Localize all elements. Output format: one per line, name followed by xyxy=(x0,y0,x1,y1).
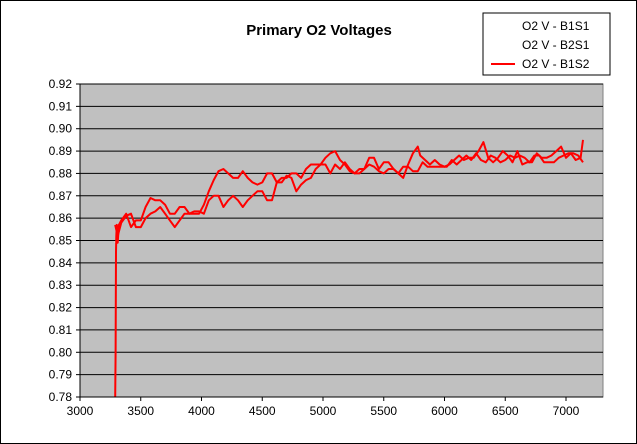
x-tick-label: 5000 xyxy=(310,404,337,418)
series-line-o2-v-b1s2 xyxy=(114,139,584,398)
y-tick-label: 0.81 xyxy=(49,323,73,337)
gridlines xyxy=(80,83,603,376)
y-tick-label: 0.83 xyxy=(49,278,73,292)
axes: 0.78 0.79 0.80 0.81 0.82 0.83 0.84 0.85 0.86 0.87… xyxy=(49,77,603,418)
legend-entry: O2 V - B2S1 xyxy=(522,38,590,52)
y-tick-label: 0.92 xyxy=(49,77,73,91)
x-tick-label: 6000 xyxy=(431,404,458,418)
x-tick-label: 5500 xyxy=(370,404,397,418)
legend: O2 V - B1S1 O2 V - B2S1 O2 V - B1S2 xyxy=(482,12,611,76)
x-tick-label: 3500 xyxy=(127,404,154,418)
x-tick-label: 6500 xyxy=(492,404,519,418)
y-tick-label: 0.86 xyxy=(49,211,73,225)
x-tick-label: 4000 xyxy=(188,404,215,418)
x-tick-label: 4500 xyxy=(249,404,276,418)
x-tick-label: 7000 xyxy=(553,404,580,418)
chart-title: Primary O2 Voltages xyxy=(246,22,392,39)
y-tick-label: 0.85 xyxy=(49,234,73,248)
legend-entry: O2 V - B1S1 xyxy=(522,19,590,33)
series-line-unnamed-3 xyxy=(114,152,584,237)
y-tick-label: 0.78 xyxy=(49,390,73,404)
x-tick-label: 3000 xyxy=(67,404,94,418)
y-tick-label: 0.88 xyxy=(49,166,73,180)
y-tick-label: 0.84 xyxy=(49,256,73,270)
y-tick-label: 0.79 xyxy=(49,368,73,382)
y-tick-label: 0.89 xyxy=(49,144,73,158)
y-tick-label: 0.87 xyxy=(49,189,73,203)
y-tick-label: 0.82 xyxy=(49,301,73,315)
y-tick-label: 0.91 xyxy=(49,99,73,113)
legend-entry: O2 V - B1S2 xyxy=(522,57,590,71)
y-tick-label: 0.90 xyxy=(49,122,73,136)
series-lines xyxy=(114,139,584,398)
y-tick-label: 0.80 xyxy=(49,345,73,359)
